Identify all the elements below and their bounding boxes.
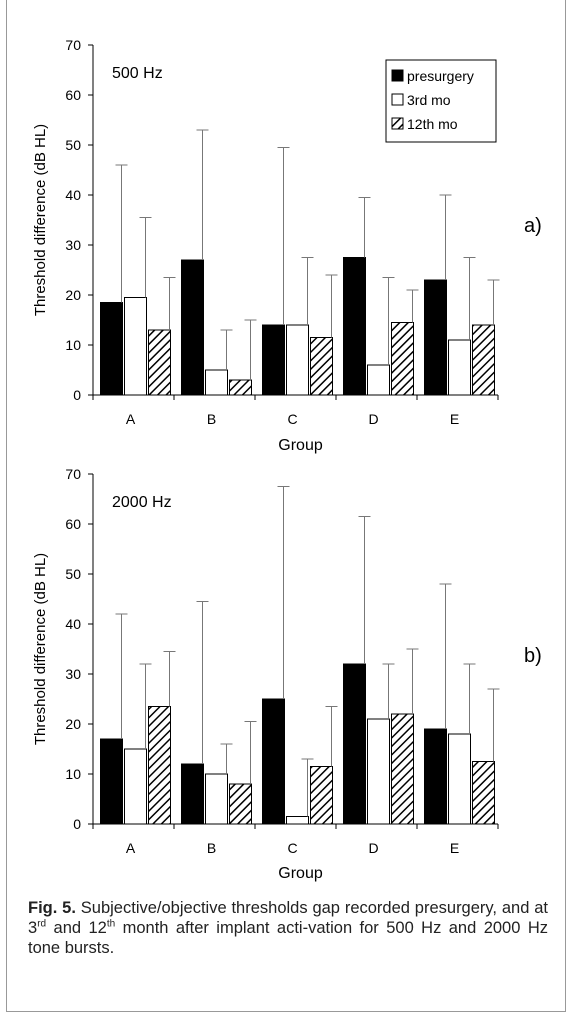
x-tick-label: A: [126, 840, 136, 856]
caption-text-2: and 12: [46, 919, 107, 937]
bar-open: [367, 718, 390, 825]
bar-solid: [424, 728, 447, 825]
y-tick-label: 30: [65, 237, 81, 253]
legend-swatch-solid: [391, 69, 404, 82]
bar-open: [367, 364, 390, 396]
figure-svg: 0 10 20 30 40 50 60 70 A B C D E Group Threshold diffe…: [32, 37, 542, 882]
bar-solid: [343, 663, 366, 825]
y-tick-label: 0: [73, 816, 81, 832]
panel-label: a): [524, 215, 542, 237]
caption-label: Fig. 5.: [28, 899, 76, 917]
bar-solid: [424, 279, 447, 396]
caption-text-1: Subjective/objective thresholds gap reco…: [28, 899, 549, 937]
bar-open: [124, 748, 147, 825]
bar-solid: [181, 763, 204, 825]
x-tick-label: D: [368, 840, 378, 856]
bar-open: [448, 339, 471, 396]
y-tick-label: 70: [65, 37, 81, 53]
bar-solid: [262, 698, 285, 825]
y-tick-label: 0: [73, 387, 81, 403]
legend-label: 12th mo: [407, 116, 458, 132]
bar-hatched: [229, 379, 252, 396]
bar-open: [205, 773, 228, 825]
bar-hatched: [229, 783, 252, 825]
x-tick-label: C: [287, 411, 297, 427]
bar-open: [124, 297, 147, 396]
legend-label: presurgery: [407, 68, 474, 84]
x-tick-label: A: [126, 411, 136, 427]
caption-sup-2: th: [106, 918, 116, 930]
y-tick-label: 10: [65, 337, 81, 353]
y-tick-label: 10: [65, 766, 81, 782]
x-tick-label: B: [207, 840, 216, 856]
bar-open: [286, 816, 309, 825]
x-tick-label: E: [450, 411, 459, 427]
y-axis-title: Threshold difference (dB HL): [32, 553, 49, 745]
x-tick-label: C: [287, 840, 297, 856]
chart-panel-b: 0 10 20 30 40 50 60 70 A B C D E Group Threshold diffe…: [32, 466, 542, 882]
bar-solid: [181, 259, 204, 396]
legend-swatch-hatched: [391, 117, 404, 130]
y-tick-label: 40: [65, 187, 81, 203]
bar-hatched: [148, 706, 171, 825]
bar-solid: [100, 302, 123, 396]
y-tick-label: 20: [65, 716, 81, 732]
bar-solid: [262, 324, 285, 396]
x-tick-label: D: [368, 411, 378, 427]
bar-hatched: [472, 761, 495, 825]
caption-sup-1: rd: [37, 918, 47, 930]
y-tick-label: 50: [65, 566, 81, 582]
legend-box: [385, 59, 497, 143]
legend-swatch-open: [391, 93, 404, 106]
panel-title: 500 Hz: [112, 65, 163, 82]
y-tick-label: 40: [65, 616, 81, 632]
panel-title: 2000 Hz: [112, 494, 172, 511]
y-tick-label: 20: [65, 287, 81, 303]
bar-hatched: [472, 324, 495, 396]
bar-hatched: [391, 322, 414, 396]
x-axis-title: Group: [278, 865, 323, 882]
bar-solid: [100, 738, 123, 825]
y-tick-label: 30: [65, 666, 81, 682]
y-tick-label: 60: [65, 516, 81, 532]
y-tick-label: 50: [65, 137, 81, 153]
legend-label: 3rd mo: [407, 92, 451, 108]
x-tick-label: B: [207, 411, 216, 427]
x-axis-title: Group: [278, 437, 323, 454]
caption-text-3: month after implant acti-vation for 500 …: [28, 919, 548, 957]
bar-hatched: [310, 337, 333, 396]
bar-hatched: [391, 713, 414, 825]
y-axis-title: Threshold difference (dB HL): [32, 124, 49, 316]
bar-solid: [343, 257, 366, 396]
panel-label: b): [524, 645, 542, 667]
x-tick-label: E: [450, 840, 459, 856]
y-tick-label: 60: [65, 87, 81, 103]
figure-caption: Fig. 5. Subjective/objective thresholds …: [28, 898, 548, 958]
chart-panel-a: 0 10 20 30 40 50 60 70 A B C D E Group Threshold diffe…: [32, 37, 542, 454]
bar-open: [448, 733, 471, 825]
bar-open: [286, 324, 309, 396]
bar-hatched: [148, 329, 171, 396]
bar-open: [205, 369, 228, 396]
bar-hatched: [310, 766, 333, 825]
y-tick-label: 70: [65, 466, 81, 482]
